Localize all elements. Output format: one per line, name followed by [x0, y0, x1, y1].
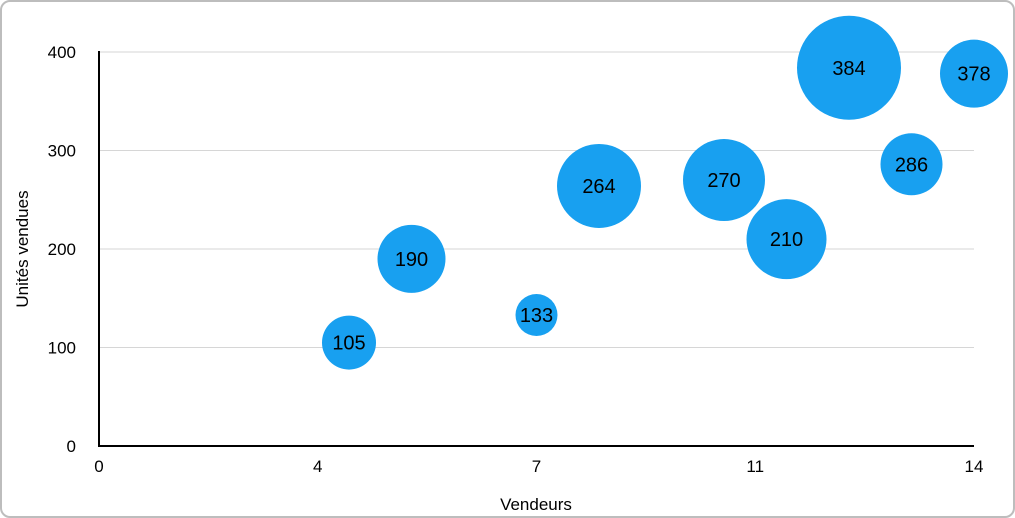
bubble[interactable] [746, 199, 827, 280]
x-tick-label: 14 [965, 457, 984, 476]
bubble-label: 190 [395, 249, 428, 271]
bubble[interactable] [322, 315, 376, 370]
bubble[interactable] [880, 133, 943, 196]
x-tick-label: 4 [313, 457, 322, 476]
bubble-label: 133 [520, 305, 553, 327]
x-tick-label: 7 [532, 457, 541, 476]
bubble[interactable] [940, 39, 1008, 108]
bubble-label: 105 [332, 333, 365, 355]
x-tick-label: 11 [746, 457, 764, 476]
y-tick-label: 300 [48, 141, 76, 160]
bubble-label: 378 [957, 64, 990, 86]
bubble[interactable] [557, 143, 641, 228]
bubble-label: 286 [895, 154, 928, 176]
y-tick-label: 0 [67, 437, 76, 456]
y-tick-label: 200 [48, 240, 76, 259]
x-tick-label: 0 [94, 457, 103, 476]
y-axis-title: Unités vendues [13, 190, 32, 307]
bubble[interactable] [797, 15, 901, 120]
x-axis-tick-labels: 0 4 7 11 14 [94, 457, 983, 476]
bubble[interactable] [377, 224, 446, 293]
bubble-label: 270 [707, 170, 740, 192]
bubble-label: 210 [770, 229, 803, 251]
x-axis-title: Vendeurs [500, 495, 572, 514]
bubble-label: 264 [582, 176, 615, 198]
bubble[interactable] [683, 139, 765, 222]
bubble[interactable] [515, 293, 558, 336]
y-tick-label: 100 [48, 338, 76, 357]
bubble-series: 105 190 133 264 270 210 384 286 378 [322, 15, 1008, 370]
bubble-label: 384 [832, 58, 865, 80]
y-tick-label: 400 [48, 43, 76, 62]
y-axis-tick-labels: 0 100 200 300 400 [48, 43, 76, 456]
